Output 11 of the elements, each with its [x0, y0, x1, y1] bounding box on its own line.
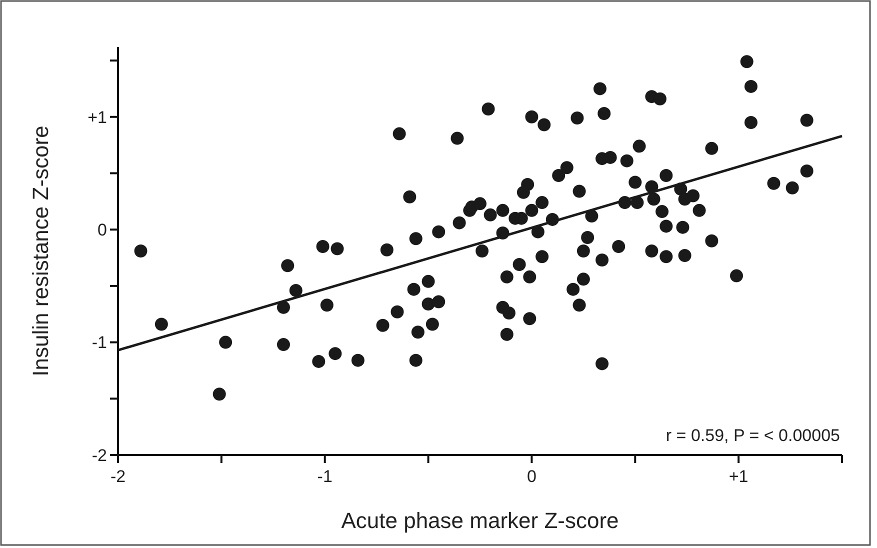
y-tick-label: +1 — [88, 108, 107, 127]
y-tick-label: 0 — [98, 220, 107, 240]
x-tick-label: -1 — [317, 467, 332, 486]
annotation: r = 0.59, P = < 0.00005 — [666, 426, 840, 445]
x-tick-label: +1 — [728, 467, 748, 486]
x-tick-label: -2 — [110, 467, 126, 486]
y-tick-label: -1 — [92, 333, 107, 352]
y-axis-title: Insulin resistance Z-score — [28, 126, 53, 376]
x-tick-label: 0 — [526, 467, 536, 486]
x-axis-title: Acute phase marker Z-score — [341, 508, 619, 533]
y-tick-label: -2 — [92, 446, 107, 465]
